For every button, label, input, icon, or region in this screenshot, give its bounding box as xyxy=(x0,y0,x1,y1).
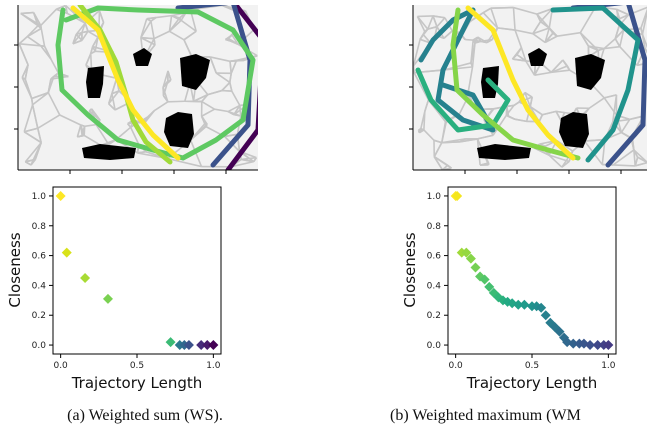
y-tick-label: 1.0 xyxy=(32,192,47,202)
data-point xyxy=(196,340,207,351)
data-point xyxy=(540,310,551,321)
x-tick-label: 1.0 xyxy=(601,361,616,371)
data-point xyxy=(479,274,490,285)
trajectory-path xyxy=(465,5,576,161)
data-point xyxy=(61,247,72,258)
y-tick-label: 0.8 xyxy=(32,222,47,232)
plot-frame xyxy=(52,186,222,355)
data-point xyxy=(513,299,524,310)
x-tick-label: 0.5 xyxy=(525,361,539,371)
data-point xyxy=(102,293,113,304)
data-point xyxy=(452,190,463,201)
data-point xyxy=(80,272,91,283)
data-point xyxy=(592,340,603,351)
y-axis-label-b: Closeness xyxy=(401,232,419,307)
trajectory-path xyxy=(550,5,641,163)
pareto-scatter-a: 0.0 0.2 0.4 0.6 0.8 1.0 0.0 0.5 1.0 xyxy=(32,186,222,371)
x-tick-label: 0.5 xyxy=(130,361,144,371)
obstacles xyxy=(477,48,605,160)
data-point xyxy=(165,337,176,348)
y-tick-label: 0.6 xyxy=(427,252,442,262)
data-point xyxy=(470,262,481,273)
data-point xyxy=(183,340,194,351)
y-tick-label: 0.2 xyxy=(427,311,441,321)
y-tick-label: 0.0 xyxy=(427,341,442,351)
plot-frame xyxy=(447,186,617,355)
x-tick-label: 1.0 xyxy=(206,361,221,371)
trajectory-path xyxy=(55,5,256,161)
data-point xyxy=(502,296,513,307)
x-tick-label: 0.0 xyxy=(448,361,463,371)
data-point xyxy=(554,326,565,337)
trajectory-path xyxy=(415,67,511,133)
data-point xyxy=(465,253,476,264)
caption-a: (a) Weighted sum (WS). xyxy=(67,407,223,424)
x-axis-label-b: Trajectory Length xyxy=(466,374,598,392)
map-a-ticks xyxy=(14,44,227,174)
caption-b: (b) Weighted maximum (WM xyxy=(390,407,581,424)
y-tick-label: 0.8 xyxy=(427,222,442,232)
trajectory-path xyxy=(450,7,581,161)
data-point xyxy=(484,281,495,292)
data-point xyxy=(55,190,66,201)
y-axis-label-a: Closeness xyxy=(6,232,24,307)
trajectory-map-b xyxy=(413,5,647,170)
x-tick-label: 0.0 xyxy=(53,361,68,371)
data-point xyxy=(461,247,472,258)
data-point xyxy=(603,340,614,351)
y-tick-label: 1.0 xyxy=(427,192,442,202)
data-point xyxy=(519,299,530,310)
x-axis-label-a: Trajectory Length xyxy=(71,374,203,392)
data-point xyxy=(568,338,579,349)
map-b-ticks xyxy=(409,44,622,174)
obstacles xyxy=(82,48,210,160)
trajectory-map-a xyxy=(18,5,258,170)
trajectory-path xyxy=(225,5,258,170)
data-point xyxy=(202,340,213,351)
trajectory-path xyxy=(70,5,181,161)
y-tick-label: 0.4 xyxy=(427,281,442,291)
y-tick-label: 0.4 xyxy=(32,281,47,291)
data-point xyxy=(208,340,219,351)
data-point xyxy=(536,302,547,313)
y-tick-label: 0.0 xyxy=(32,341,47,351)
pareto-scatter-b: 0.0 0.2 0.4 0.6 0.8 1.0 0.0 0.5 1.0 xyxy=(427,186,617,371)
trajectory-path xyxy=(570,5,647,168)
y-tick-label: 0.6 xyxy=(32,252,47,262)
data-point xyxy=(585,340,596,351)
y-tick-label: 0.2 xyxy=(32,311,46,321)
